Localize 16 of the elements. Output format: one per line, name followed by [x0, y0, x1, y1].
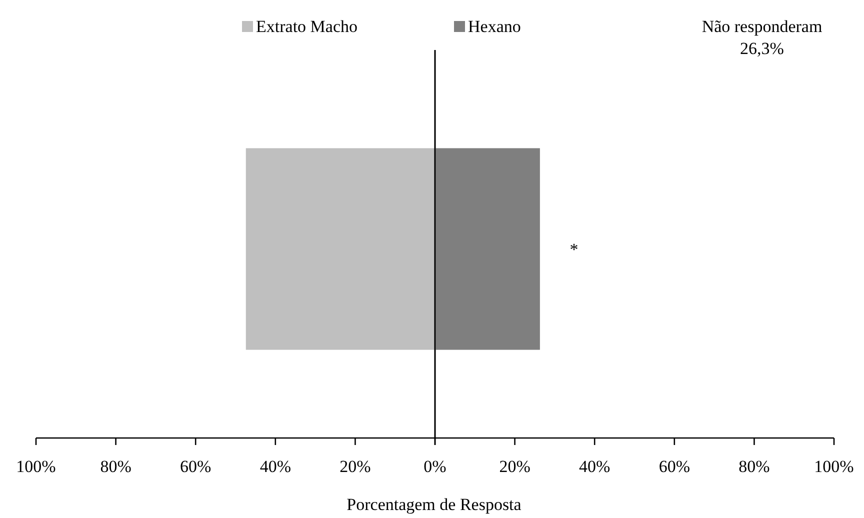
- x-tick-label: 40%: [260, 457, 291, 476]
- x-tick-label: 100%: [814, 457, 854, 476]
- x-tick-label: 60%: [658, 457, 690, 476]
- annotation: Não responderam 26,3%: [702, 17, 822, 58]
- x-tick-label: 0%: [424, 457, 446, 476]
- x-axis-title: Porcentagem de Resposta: [346, 495, 522, 514]
- x-tick-label: 80%: [738, 457, 770, 476]
- x-tick-label: 40%: [579, 457, 610, 476]
- x-tick-label: 100%: [16, 457, 56, 476]
- x-tick-label: 20%: [340, 457, 371, 476]
- legend-label: Extrato Macho: [256, 17, 358, 36]
- annotation: *: [570, 240, 578, 259]
- x-tick-label: 20%: [499, 457, 530, 476]
- x-tick-label: 60%: [180, 457, 212, 476]
- legend-label: Hexano: [468, 17, 521, 36]
- x-tick-label: 80%: [100, 457, 132, 476]
